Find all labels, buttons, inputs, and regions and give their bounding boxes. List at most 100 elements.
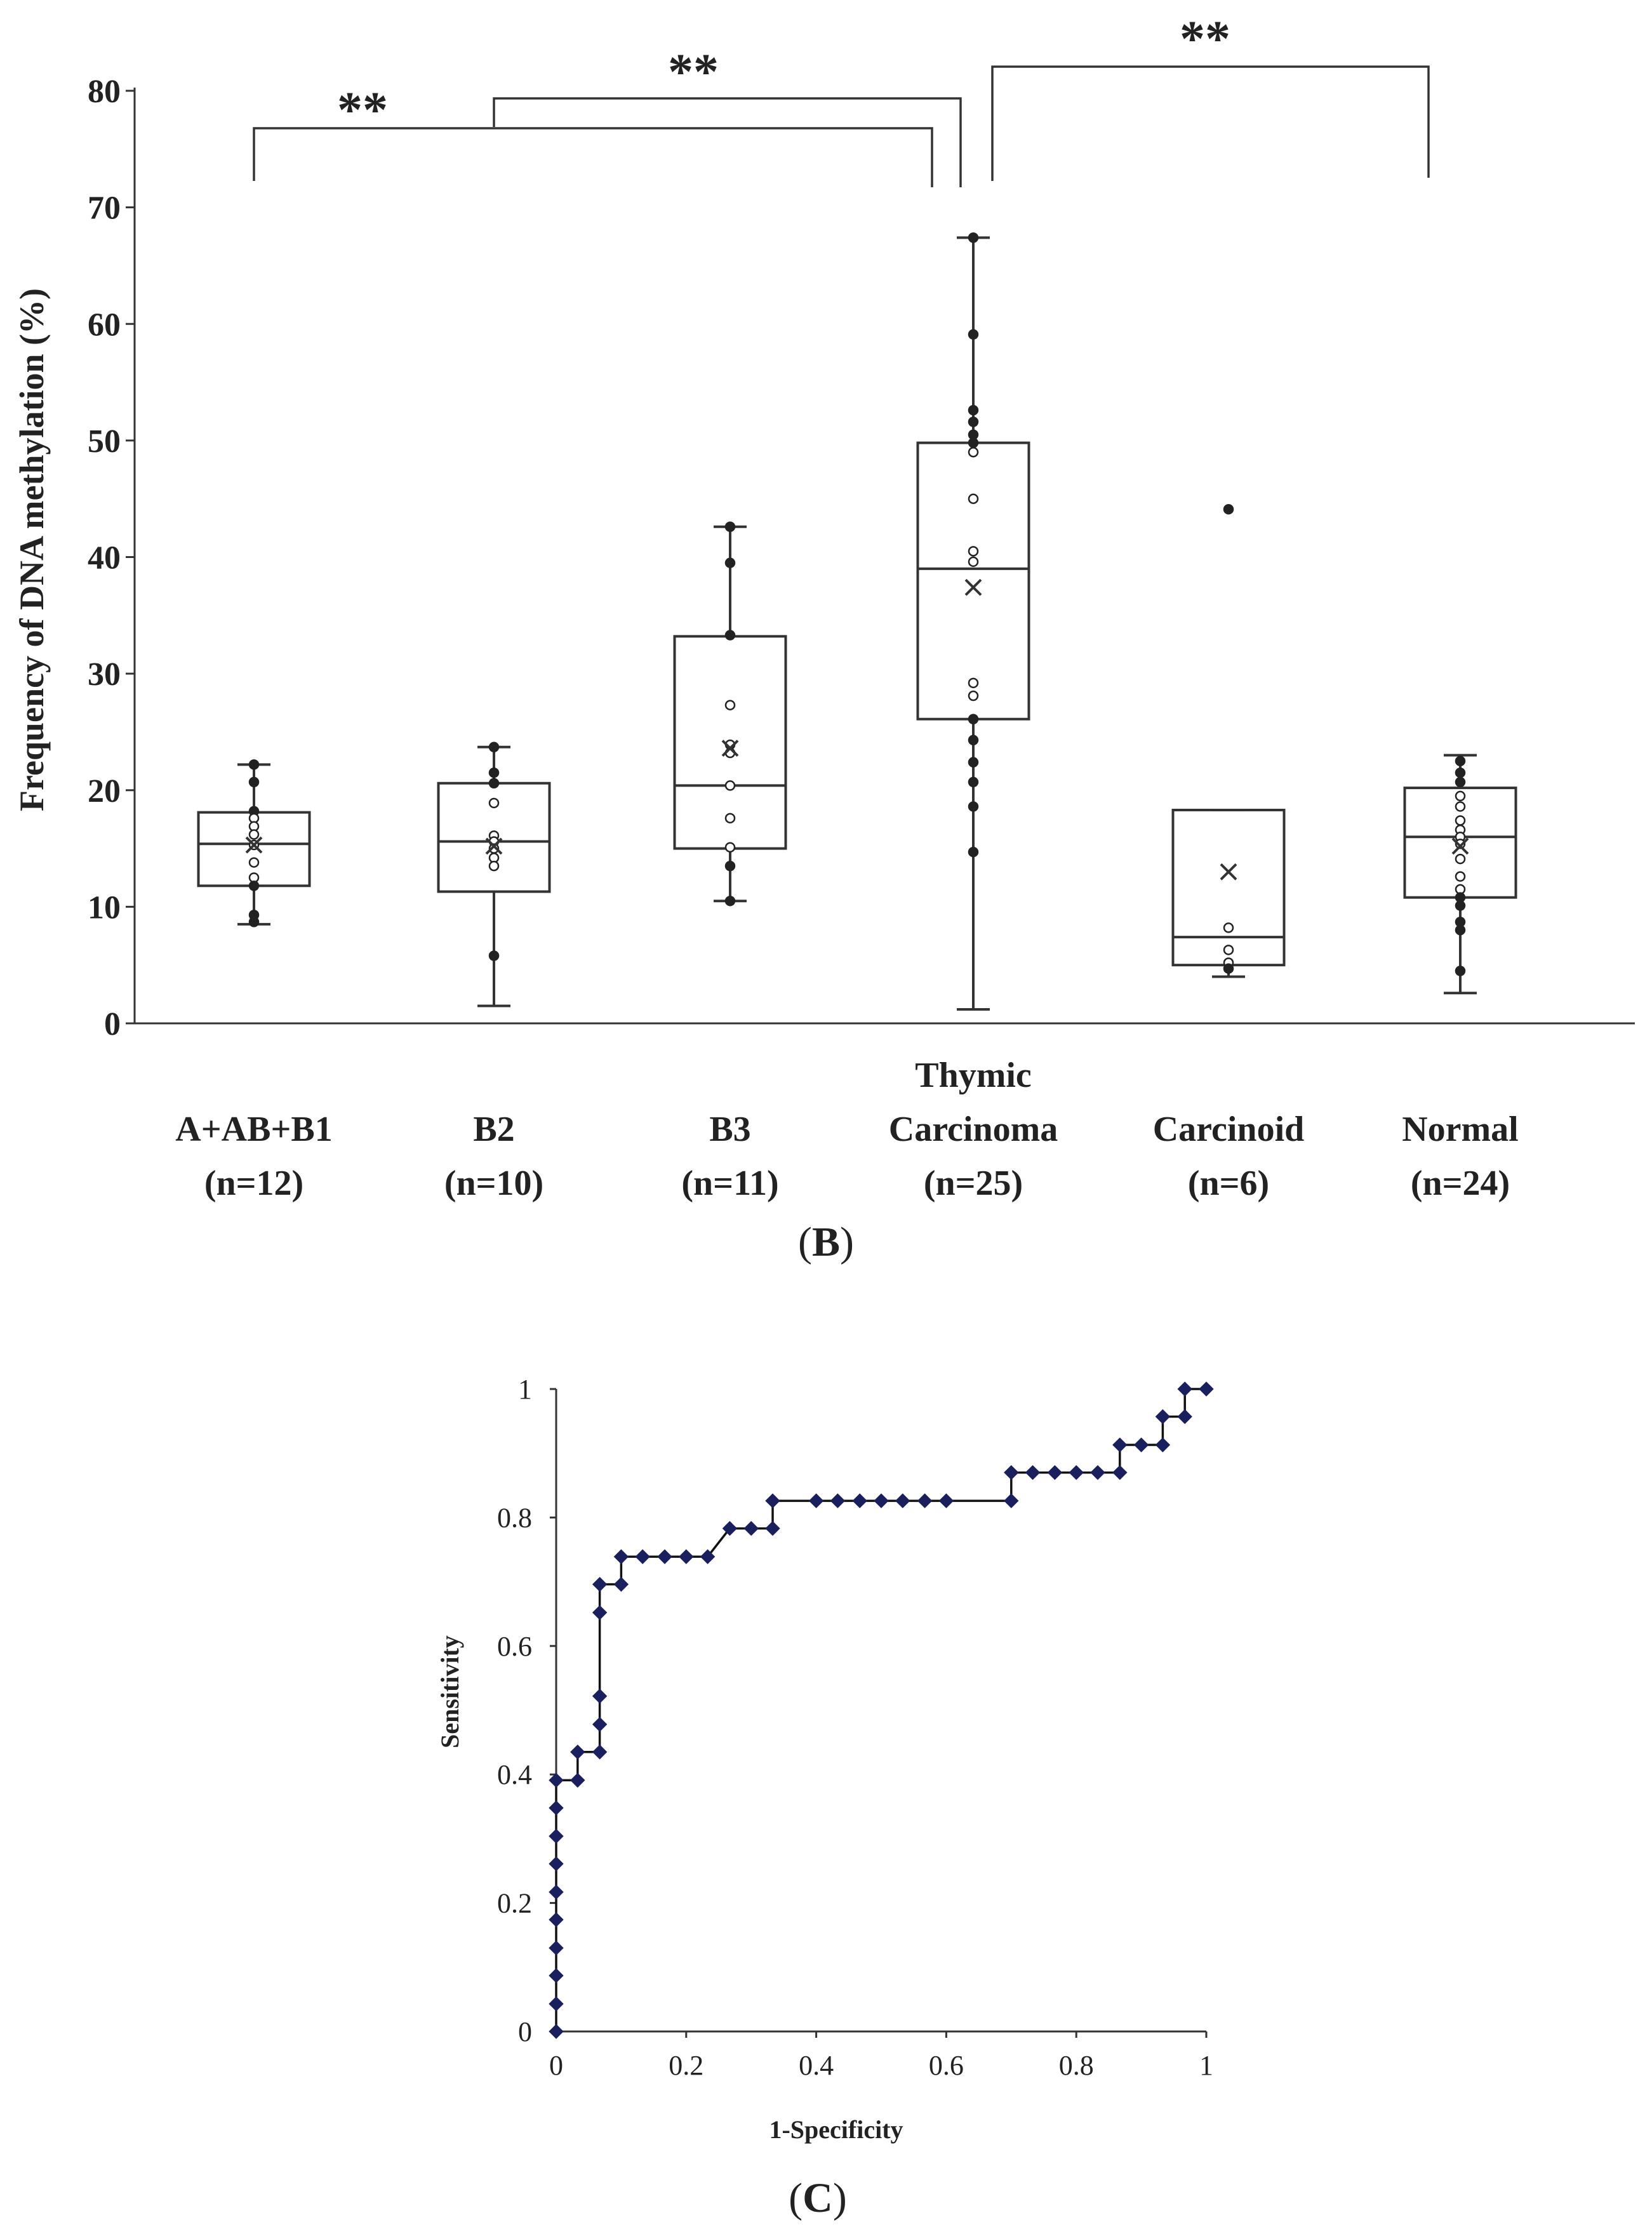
roc-point (592, 1576, 608, 1592)
data-point (968, 404, 979, 416)
roc-point (830, 1493, 846, 1508)
data-point (1455, 815, 1466, 826)
box-group (916, 232, 1030, 1011)
y-tick-label: 70 (88, 190, 121, 227)
data-point (1223, 963, 1234, 974)
data-point (724, 700, 736, 710)
data-point (248, 759, 260, 770)
data-point (968, 690, 979, 701)
roc-point (765, 1493, 780, 1508)
mean-marker (964, 578, 982, 596)
significance-label: ** (337, 83, 388, 138)
category-label: (n=24) (1411, 1164, 1510, 1203)
y-tick-label: 80 (88, 74, 121, 110)
y-tick-label: 0.8 (497, 1502, 532, 1533)
data-point (968, 546, 979, 557)
roc-point (570, 1772, 585, 1788)
data-point (968, 776, 979, 788)
data-point (968, 846, 979, 858)
category-label: Thymic (915, 1056, 1032, 1095)
data-point (724, 780, 736, 791)
box-plot-axes: 0 10 20 30 40 50 60 70 80 (88, 74, 1635, 1042)
y-tick-label: 10 (88, 889, 121, 926)
category-label: (n=25) (924, 1164, 1023, 1203)
roc-point (549, 1828, 564, 1844)
roc-point (1177, 1409, 1192, 1425)
category-label: (n=6) (1188, 1164, 1269, 1203)
data-point (968, 493, 979, 504)
roc-point (657, 1549, 672, 1564)
roc-point (1090, 1465, 1105, 1480)
data-point (1455, 853, 1466, 865)
data-point (1455, 755, 1466, 767)
data-point (724, 842, 736, 853)
iqr-box (1171, 808, 1286, 967)
roc-point (1047, 1465, 1063, 1480)
roc-point (1004, 1465, 1019, 1480)
roc-point (549, 1884, 564, 1900)
box-group (1171, 503, 1286, 978)
roc-point (895, 1493, 910, 1508)
data-point (248, 881, 260, 891)
significance-bracket (253, 127, 933, 187)
roc-point (549, 1772, 564, 1788)
data-point (724, 813, 736, 824)
mean-marker (721, 740, 739, 757)
data-point (248, 857, 260, 868)
roc-series (549, 1381, 1214, 2039)
roc-point (874, 1493, 889, 1508)
box-plot-category-labels: A+AB+B1 (n=12) B2 (n=10) B3 (n=11) Thymic Carci… (175, 1056, 1518, 1203)
roc-point (1199, 1381, 1214, 1397)
category-label: (n=11) (681, 1164, 778, 1203)
roc-point (808, 1493, 824, 1508)
category-label: Carcinoid (1153, 1110, 1305, 1149)
roc-axes: 0 0.2 0.4 0.6 0.8 1 0 0.2 0.4 0.6 0.8 1 (497, 1374, 1213, 2081)
data-point (724, 521, 736, 533)
data-point (968, 446, 979, 458)
x-tick-label: 0.4 (799, 2050, 834, 2081)
mean-marker (1451, 837, 1469, 855)
data-point (488, 950, 500, 961)
data-point (724, 860, 736, 872)
iqr-box (916, 441, 1030, 721)
data-point (968, 677, 979, 689)
data-point (968, 232, 979, 243)
box-group (673, 521, 787, 907)
box-group (1403, 754, 1517, 995)
x-tick-label: 0.8 (1059, 2050, 1094, 2081)
roc-point (1069, 1465, 1084, 1480)
y-tick-label: 40 (88, 540, 121, 576)
data-point (724, 895, 736, 907)
roc-point (635, 1549, 650, 1564)
roc-line (555, 1388, 1206, 2031)
roc-point (592, 1689, 608, 1704)
mean-marker (245, 836, 263, 854)
data-point (488, 797, 500, 809)
box-plot-boxes (197, 232, 1517, 1011)
data-point (968, 437, 979, 448)
category-label: (n=10) (444, 1164, 543, 1203)
data-point (968, 714, 979, 724)
category-label: B2 (473, 1110, 514, 1149)
data-point (248, 916, 260, 927)
data-point (968, 757, 979, 768)
roc-point (549, 1968, 564, 1983)
roc-point (1112, 1465, 1128, 1480)
roc-point (1133, 1437, 1149, 1453)
y-tick-label: 0.2 (497, 1888, 532, 1919)
box-plot-panel-b: Frequency of DNA methylation (%) ** **** … (13, 11, 1635, 1265)
roc-point (592, 1605, 608, 1620)
data-point (724, 557, 736, 568)
y-tick-label: 0 (518, 2016, 532, 2047)
data-point (968, 416, 979, 427)
roc-point (549, 1800, 564, 1816)
data-point (248, 829, 260, 840)
x-tick-label: 0 (549, 2050, 563, 2081)
y-tick-label: 50 (88, 423, 121, 460)
roc-point (613, 1549, 629, 1564)
roc-point (549, 1996, 564, 2012)
significance-bracket (991, 65, 1430, 181)
data-point (724, 630, 736, 641)
roc-point (679, 1549, 694, 1564)
roc-point (1155, 1409, 1171, 1425)
